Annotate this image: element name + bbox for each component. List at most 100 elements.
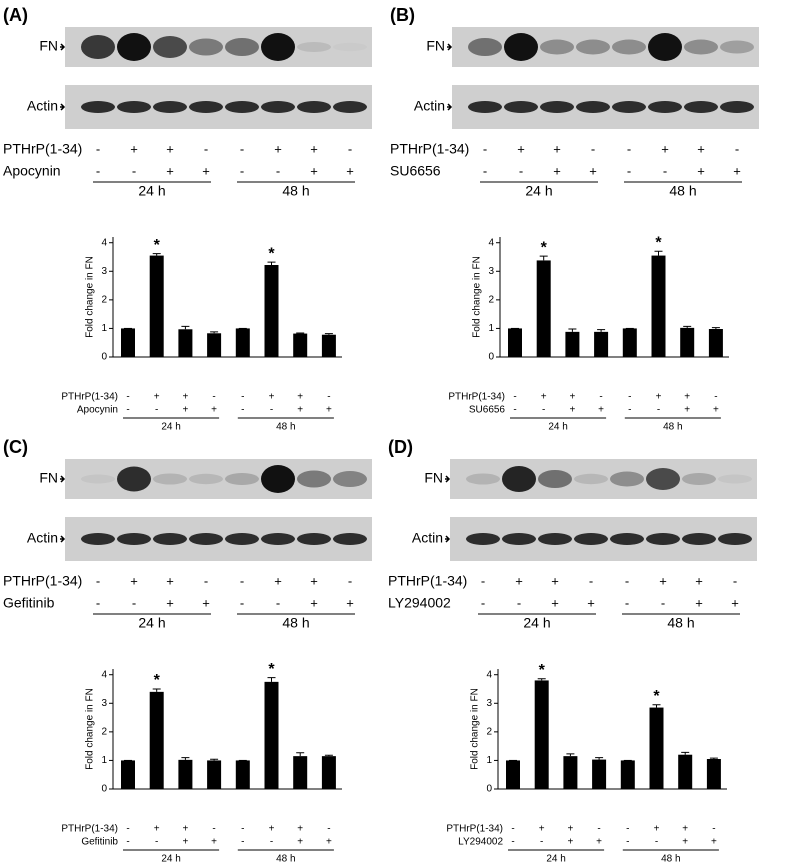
- panel-label: (A): [3, 5, 28, 25]
- band: [225, 473, 259, 485]
- x-sign: +: [569, 405, 575, 416]
- band: [81, 101, 115, 113]
- blot: [65, 27, 372, 67]
- sign: -: [240, 595, 244, 610]
- x-sign: -: [126, 405, 129, 416]
- band: [153, 473, 187, 485]
- band: [189, 533, 223, 545]
- group-label: 48 h: [669, 183, 696, 199]
- sign: -: [96, 141, 100, 156]
- sign: -: [735, 141, 739, 156]
- band: [117, 533, 151, 545]
- sign: +: [310, 573, 318, 588]
- sign: +: [553, 163, 561, 178]
- bar: [706, 759, 721, 789]
- x-sign: +: [182, 405, 188, 416]
- sign: +: [166, 141, 174, 156]
- bar: [594, 331, 609, 357]
- bar: [622, 328, 637, 357]
- y-tick-label: 3: [101, 698, 107, 709]
- x-row-label: LY294002: [458, 837, 503, 848]
- sign: -: [240, 141, 244, 156]
- blot: [452, 27, 759, 67]
- sign: +: [515, 573, 523, 588]
- x-sign: +: [297, 392, 303, 403]
- y-tick-label: 1: [486, 755, 492, 766]
- sign: +: [130, 573, 138, 588]
- x-sign: +: [682, 824, 688, 835]
- x-group-label: 24 h: [548, 422, 567, 433]
- x-row-label: SU6656: [469, 405, 506, 416]
- x-sign: -: [511, 824, 514, 835]
- error-bar: [267, 677, 276, 682]
- x-group-label: 24 h: [161, 854, 180, 862]
- y-tick-label: 1: [101, 323, 107, 334]
- panel-label: (D): [388, 437, 413, 457]
- band-label: Actin: [414, 98, 445, 114]
- bar: [534, 680, 549, 789]
- band: [333, 101, 367, 113]
- x-row-label: PTHrP(1-34): [448, 392, 505, 403]
- x-sign: -: [513, 392, 516, 403]
- x-sign: +: [711, 837, 717, 848]
- band: [261, 465, 295, 493]
- error-bar: [324, 754, 333, 757]
- error-bar: [539, 255, 548, 261]
- x-sign: +: [182, 824, 188, 835]
- significance-marker: *: [539, 662, 546, 679]
- band: [718, 533, 752, 545]
- x-sign: +: [567, 837, 573, 848]
- bar: [321, 756, 336, 789]
- sign: -: [627, 141, 631, 156]
- band: [81, 35, 115, 59]
- x-sign: -: [655, 837, 658, 848]
- sign: +: [202, 163, 210, 178]
- x-sign: +: [567, 824, 573, 835]
- x-sign: +: [326, 405, 332, 416]
- y-axis-label: Fold change in FN: [85, 256, 96, 338]
- sign: +: [274, 141, 282, 156]
- sign: +: [733, 163, 741, 178]
- bar: [235, 328, 250, 357]
- y-tick-label: 4: [488, 237, 494, 248]
- bar: [592, 759, 607, 789]
- x-sign: +: [684, 405, 690, 416]
- sign: -: [276, 163, 280, 178]
- band: [81, 474, 115, 484]
- bar: [207, 760, 222, 789]
- sign: -: [204, 141, 208, 156]
- significance-marker: *: [154, 237, 161, 254]
- row-label: PTHrP(1-34): [388, 573, 467, 589]
- y-tick-label: 0: [101, 352, 107, 363]
- band: [225, 38, 259, 56]
- x-sign: +: [211, 837, 217, 848]
- bar: [178, 329, 193, 357]
- x-sign: -: [126, 837, 129, 848]
- sign: +: [731, 595, 739, 610]
- x-row-label: PTHrP(1-34): [61, 824, 118, 835]
- sign: +: [551, 595, 559, 610]
- error-bar: [296, 332, 305, 334]
- x-sign: -: [270, 405, 273, 416]
- bar: [651, 255, 666, 357]
- x-row-label: PTHrP(1-34): [446, 824, 503, 835]
- x-sign: -: [212, 392, 215, 403]
- sign: -: [96, 595, 100, 610]
- bar: [536, 260, 551, 357]
- y-axis-label: Fold change in FN: [472, 256, 483, 338]
- band: [468, 38, 502, 56]
- sign: +: [166, 595, 174, 610]
- x-sign: +: [182, 837, 188, 848]
- x-sign: +: [598, 405, 604, 416]
- x-sign: +: [269, 824, 275, 835]
- y-tick-label: 2: [486, 726, 492, 737]
- sign: -: [627, 163, 631, 178]
- sign: -: [276, 595, 280, 610]
- x-sign: -: [626, 824, 629, 835]
- band: [538, 533, 572, 545]
- error-bar: [181, 757, 190, 760]
- y-axis-label: Fold change in FN: [470, 688, 481, 770]
- x-sign: -: [241, 405, 244, 416]
- band: [297, 42, 331, 52]
- y-tick-label: 3: [488, 266, 494, 277]
